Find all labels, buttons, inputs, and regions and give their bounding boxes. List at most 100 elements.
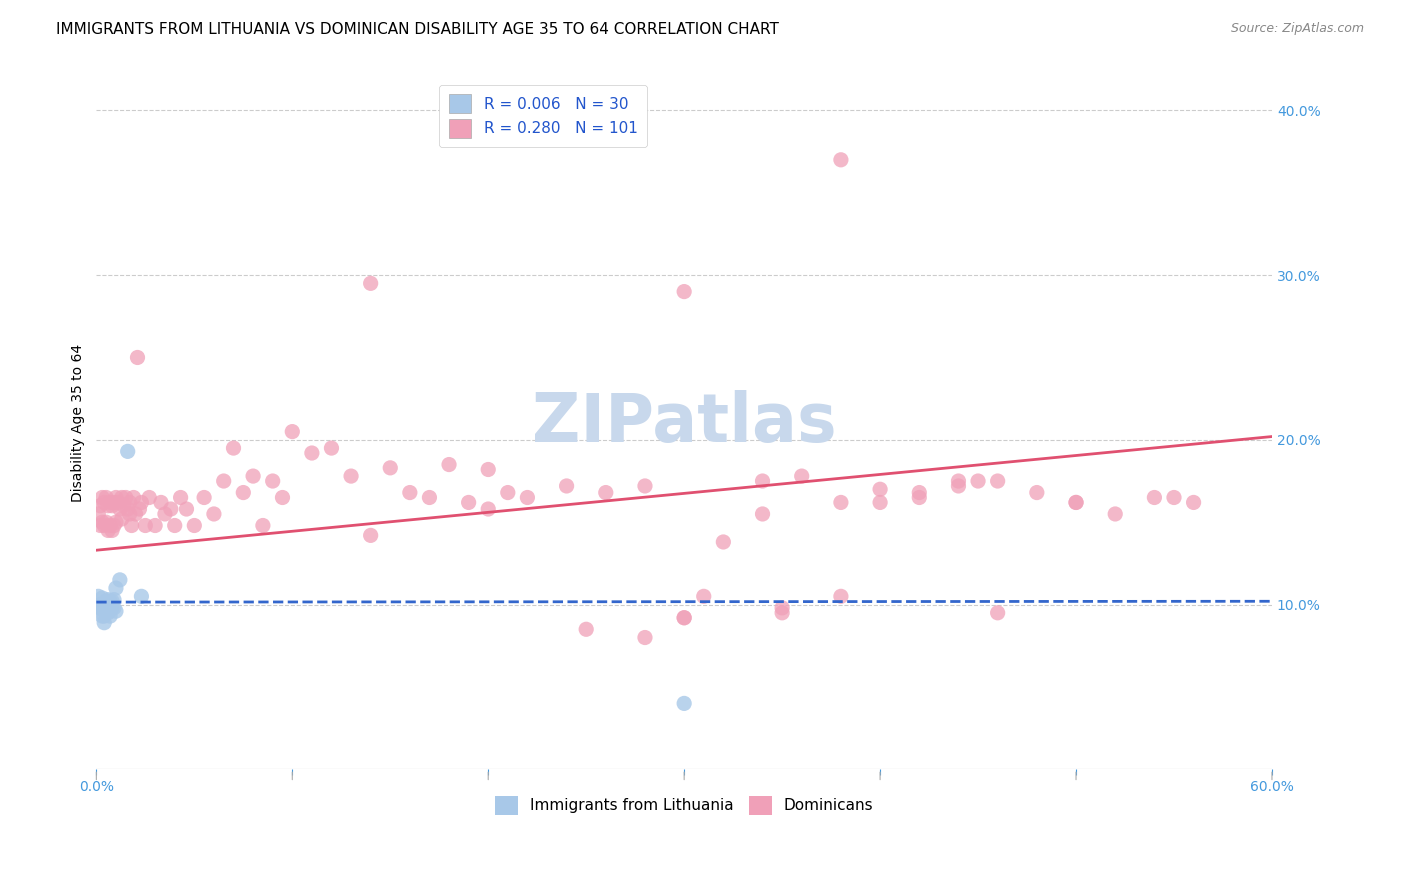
Point bbox=[104, 604, 127, 618]
Point bbox=[138, 491, 160, 505]
Point bbox=[340, 469, 363, 483]
Point bbox=[91, 609, 114, 624]
Point bbox=[89, 600, 111, 615]
Point bbox=[869, 483, 891, 497]
Point bbox=[93, 518, 115, 533]
Point bbox=[97, 524, 120, 538]
Point bbox=[103, 518, 125, 533]
Point bbox=[301, 446, 323, 460]
Point bbox=[987, 474, 1010, 488]
Point bbox=[87, 507, 110, 521]
Point bbox=[634, 631, 657, 645]
Point bbox=[1025, 485, 1047, 500]
Point bbox=[112, 499, 135, 513]
Point bbox=[87, 590, 110, 604]
Point bbox=[1104, 507, 1126, 521]
Point bbox=[93, 495, 115, 509]
Point bbox=[770, 600, 793, 615]
Point bbox=[98, 518, 121, 533]
Point bbox=[94, 606, 117, 620]
Point bbox=[212, 474, 235, 488]
Point bbox=[437, 458, 460, 472]
Point bbox=[98, 594, 121, 608]
Point bbox=[118, 507, 141, 521]
Point bbox=[948, 479, 970, 493]
Point bbox=[751, 474, 773, 488]
Point bbox=[193, 491, 215, 505]
Point bbox=[967, 474, 990, 488]
Point bbox=[159, 502, 181, 516]
Point bbox=[91, 598, 114, 612]
Point bbox=[398, 485, 420, 500]
Point bbox=[127, 351, 149, 365]
Point bbox=[751, 507, 773, 521]
Point bbox=[673, 285, 696, 299]
Point bbox=[163, 518, 186, 533]
Point bbox=[575, 622, 598, 636]
Point bbox=[790, 469, 813, 483]
Point bbox=[91, 491, 114, 505]
Point bbox=[97, 499, 120, 513]
Point bbox=[711, 535, 734, 549]
Point bbox=[418, 491, 440, 505]
Point bbox=[93, 615, 115, 630]
Point bbox=[122, 491, 145, 505]
Point bbox=[1143, 491, 1166, 505]
Point bbox=[117, 502, 139, 516]
Point bbox=[262, 474, 284, 488]
Point bbox=[830, 153, 852, 167]
Point bbox=[232, 485, 254, 500]
Point bbox=[93, 609, 115, 624]
Point bbox=[94, 599, 117, 614]
Point bbox=[97, 592, 120, 607]
Point bbox=[770, 606, 793, 620]
Point bbox=[457, 495, 479, 509]
Point bbox=[634, 479, 657, 493]
Point bbox=[101, 524, 124, 538]
Point bbox=[121, 518, 143, 533]
Point bbox=[117, 444, 139, 458]
Point bbox=[242, 469, 264, 483]
Point bbox=[124, 507, 146, 521]
Point bbox=[98, 495, 121, 509]
Point bbox=[101, 600, 124, 615]
Point bbox=[93, 602, 115, 616]
Point bbox=[202, 507, 225, 521]
Point bbox=[97, 599, 120, 614]
Point bbox=[555, 479, 578, 493]
Point bbox=[1064, 495, 1087, 509]
Point bbox=[111, 491, 134, 505]
Point bbox=[281, 425, 304, 439]
Point bbox=[89, 499, 111, 513]
Point bbox=[673, 697, 696, 711]
Point bbox=[108, 502, 131, 516]
Point bbox=[91, 591, 114, 605]
Point bbox=[94, 515, 117, 529]
Point bbox=[114, 491, 136, 505]
Point bbox=[101, 594, 124, 608]
Point bbox=[153, 507, 176, 521]
Point bbox=[131, 590, 153, 604]
Point bbox=[94, 594, 117, 608]
Point bbox=[143, 518, 166, 533]
Point bbox=[111, 512, 134, 526]
Point bbox=[118, 495, 141, 509]
Point bbox=[908, 485, 931, 500]
Point bbox=[987, 606, 1010, 620]
Point bbox=[516, 491, 538, 505]
Point bbox=[595, 485, 617, 500]
Point bbox=[380, 460, 402, 475]
Point bbox=[134, 518, 156, 533]
Point bbox=[150, 495, 173, 509]
Point bbox=[673, 611, 696, 625]
Point bbox=[128, 502, 150, 516]
Point bbox=[830, 495, 852, 509]
Point bbox=[89, 598, 111, 612]
Point bbox=[98, 609, 121, 624]
Point bbox=[101, 499, 124, 513]
Point bbox=[108, 573, 131, 587]
Point bbox=[869, 495, 891, 509]
Point bbox=[104, 491, 127, 505]
Point bbox=[252, 518, 274, 533]
Point bbox=[183, 518, 205, 533]
